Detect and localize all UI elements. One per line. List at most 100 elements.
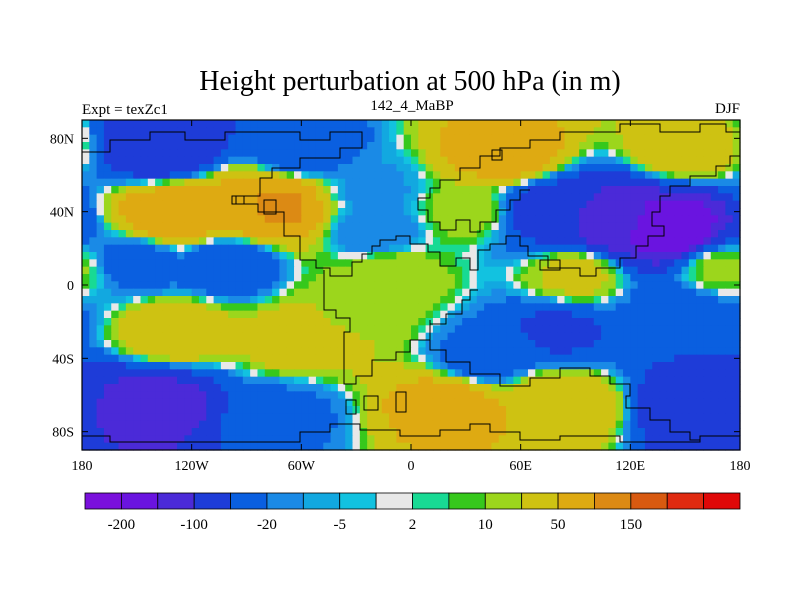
field-cell: [484, 347, 493, 356]
field-cell: [359, 156, 368, 165]
field-cell: [710, 347, 719, 356]
field-cell: [549, 156, 558, 165]
field-cell: [681, 391, 690, 400]
field-cell: [557, 288, 566, 297]
field-cell: [681, 237, 690, 246]
field-cell: [213, 200, 222, 209]
field-cell: [601, 193, 609, 202]
field-cell: [535, 332, 544, 341]
field-cell: [608, 134, 617, 143]
field-cell: [82, 288, 90, 297]
field-cell: [608, 413, 617, 422]
field-cell: [118, 318, 127, 326]
field-cell: [425, 435, 434, 444]
field-cell: [623, 325, 631, 334]
field-cell: [447, 200, 456, 209]
field-cell: [432, 178, 441, 187]
field-cell: [696, 288, 705, 297]
field-cell: [484, 384, 493, 392]
field-cell: [184, 171, 193, 180]
field-cell: [462, 369, 471, 378]
field-cell: [674, 186, 683, 194]
field-cell: [315, 127, 324, 136]
field-cell: [323, 413, 332, 422]
field-cell: [688, 398, 697, 407]
field-cell: [542, 237, 551, 246]
field-cell: [162, 376, 171, 385]
field-cell: [674, 362, 683, 370]
field-cell: [725, 127, 734, 136]
field-cell: [601, 420, 609, 429]
field-cell: [155, 340, 164, 348]
field-cell: [696, 156, 705, 165]
field-cell: [476, 332, 485, 341]
field-cell: [593, 149, 602, 158]
field-cell: [454, 369, 463, 378]
field-cell: [476, 435, 485, 444]
field-cell: [506, 134, 514, 143]
field-cell: [440, 244, 449, 253]
field-cell: [279, 252, 288, 260]
field-cell: [432, 296, 441, 304]
field-cell: [352, 340, 361, 348]
field-cell: [469, 156, 478, 165]
field-cell: [418, 127, 427, 136]
field-cell: [301, 340, 310, 348]
field-cell: [96, 127, 105, 136]
field-cell: [623, 354, 631, 363]
field-cell: [235, 156, 244, 165]
field-cell: [352, 354, 361, 363]
field-cell: [206, 362, 215, 370]
field-cell: [623, 340, 631, 348]
field-cell: [359, 354, 368, 363]
field-cell: [623, 362, 631, 370]
field-cell: [418, 303, 427, 312]
field-cell: [710, 156, 719, 165]
field-cell: [206, 156, 215, 165]
field-cell: [155, 230, 164, 238]
field-cell: [294, 127, 302, 136]
field-cell: [418, 288, 427, 297]
field-cell: [323, 296, 332, 304]
field-cell: [418, 259, 427, 268]
field-cell: [257, 164, 266, 172]
field-cell: [615, 237, 624, 246]
field-cell: [601, 127, 609, 136]
field-cell: [286, 142, 295, 150]
field-cell: [301, 391, 310, 400]
field-cell: [484, 259, 493, 268]
field-cell: [352, 428, 361, 436]
field-cell: [111, 376, 120, 385]
field-cell: [476, 406, 485, 414]
field-cell: [315, 164, 324, 172]
field-cell: [264, 193, 273, 202]
field-cell: [133, 274, 142, 282]
field-cell: [177, 186, 185, 194]
field-cell: [272, 340, 280, 348]
field-cell: [535, 215, 544, 224]
field-cell: [506, 362, 514, 370]
field-cell: [301, 325, 310, 334]
field-cell: [418, 193, 427, 202]
field-cell: [89, 442, 98, 451]
field-cell: [666, 171, 675, 180]
field-cell: [169, 178, 178, 187]
field-cell: [367, 347, 376, 356]
field-cell: [476, 215, 485, 224]
field-cell: [264, 362, 273, 370]
field-cell: [367, 420, 376, 429]
field-cell: [133, 391, 142, 400]
field-cell: [513, 244, 522, 253]
field-cell: [586, 362, 595, 370]
field-cell: [103, 222, 112, 231]
field-cell: [688, 274, 697, 282]
field-cell: [294, 347, 302, 356]
field-cell: [140, 340, 149, 348]
field-cell: [557, 259, 566, 268]
field-cell: [155, 200, 164, 209]
field-cell: [469, 149, 478, 158]
field-cell: [506, 164, 514, 172]
field-cell: [718, 281, 726, 290]
field-cell: [615, 354, 624, 363]
field-cell: [608, 186, 617, 194]
